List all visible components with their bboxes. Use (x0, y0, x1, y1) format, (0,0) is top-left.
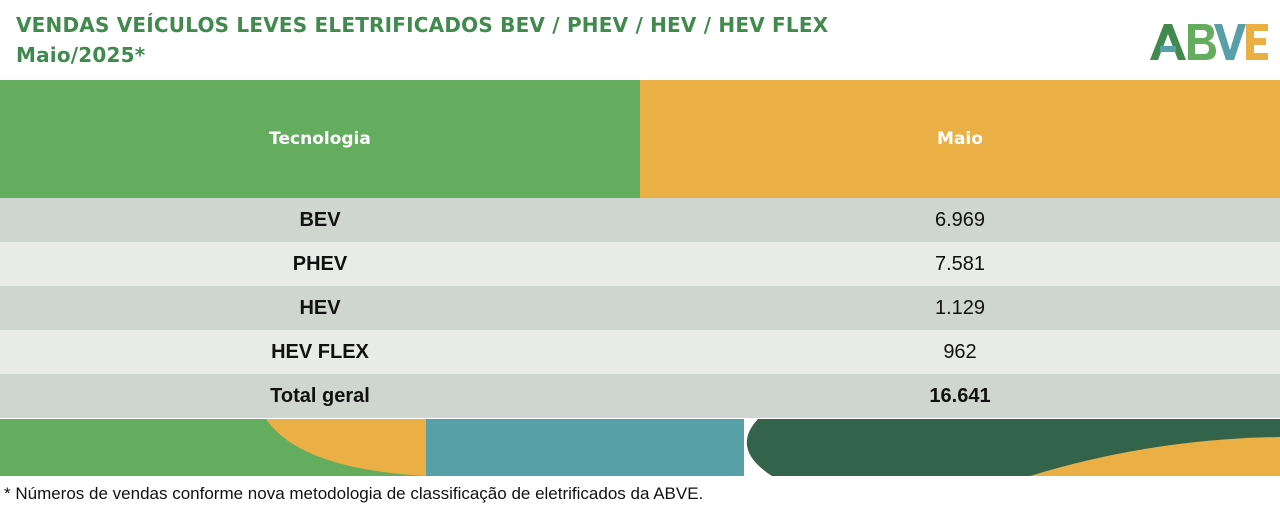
header-month-label: Maio (937, 129, 983, 149)
total-label: Total geral (270, 384, 370, 407)
table-row: BEV 6.969 (0, 198, 1280, 242)
technology-cell: HEV FLEX (271, 340, 369, 363)
table-row: PHEV 7.581 (0, 242, 1280, 286)
sales-cell: 962 (943, 340, 977, 363)
sales-cell: 7.581 (934, 252, 986, 275)
header-month: Maio (640, 80, 1280, 198)
sales-cell: 1.129 (934, 296, 986, 319)
page-title: VENDAS VEÍCULOS LEVES ELETRIFICADOS BEV … (16, 10, 828, 70)
total-row: Total geral 16.641 (0, 374, 1280, 418)
decorative-band (0, 419, 1280, 476)
sales-cell: 6.969 (934, 208, 986, 231)
technology-cell: BEV (299, 208, 341, 231)
table-row: HEV 1.129 (0, 286, 1280, 330)
table-row: HEV FLEX 962 (0, 330, 1280, 374)
title-line-2: Maio/2025* (16, 43, 146, 67)
footnote: * Números de vendas conforme nova metodo… (4, 484, 704, 503)
abve-logo (1150, 24, 1268, 60)
total-value: 16.641 (929, 384, 991, 407)
title-line-1: VENDAS VEÍCULOS LEVES ELETRIFICADOS BEV … (16, 13, 829, 37)
header-technology: Tecnologia (0, 80, 640, 198)
header-technology-label: Tecnologia (269, 129, 371, 149)
technology-cell: HEV (299, 296, 341, 319)
technology-cell: PHEV (292, 252, 348, 275)
